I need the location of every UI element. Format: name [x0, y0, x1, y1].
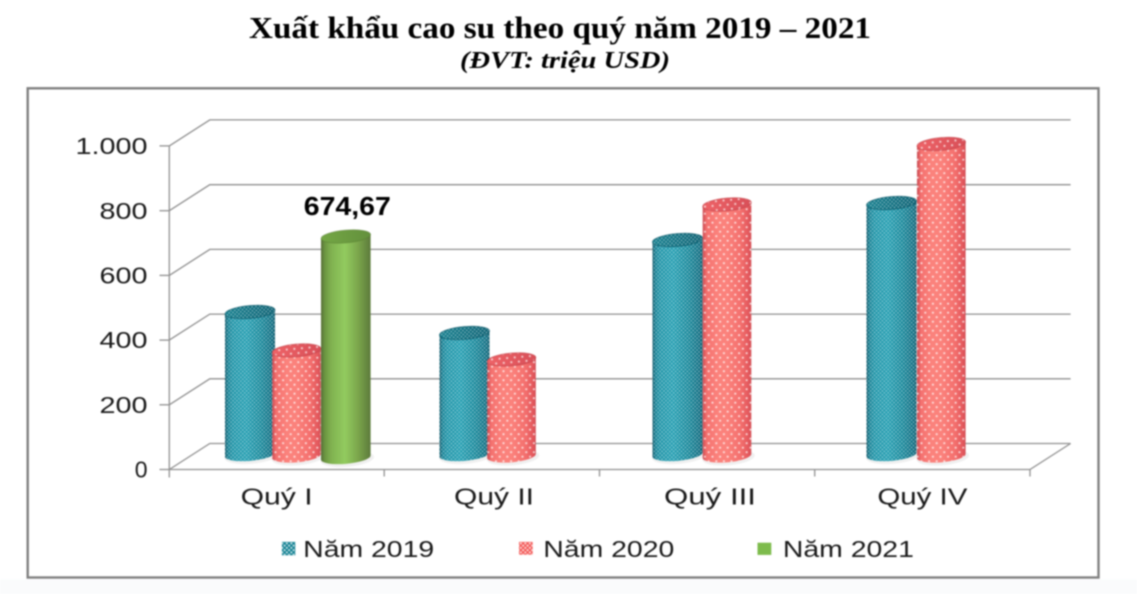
- svg-text:800: 800: [100, 198, 148, 224]
- svg-text:1.000: 1.000: [76, 133, 148, 159]
- svg-text:600: 600: [100, 263, 148, 289]
- svg-text:200: 200: [100, 392, 148, 418]
- svg-text:Năm 2021: Năm 2021: [783, 536, 914, 562]
- svg-text:400: 400: [100, 327, 148, 353]
- svg-text:674,67: 674,67: [304, 191, 391, 221]
- svg-text:Năm 2019: Năm 2019: [303, 536, 434, 562]
- svg-text:Quý IV: Quý IV: [877, 484, 968, 510]
- svg-text:Quý I: Quý I: [241, 484, 313, 510]
- svg-text:Xuất khẩu cao su theo quý năm: Xuất khẩu cao su theo quý năm 2019 – 202…: [249, 10, 871, 45]
- svg-text:Năm 2020: Năm 2020: [543, 536, 674, 562]
- svg-text:Quý II: Quý II: [454, 484, 534, 510]
- svg-text:0: 0: [135, 457, 148, 483]
- svg-text:(ĐVT: triệu USD): (ĐVT: triệu USD): [460, 48, 670, 74]
- svg-text:Quý III: Quý III: [664, 484, 756, 510]
